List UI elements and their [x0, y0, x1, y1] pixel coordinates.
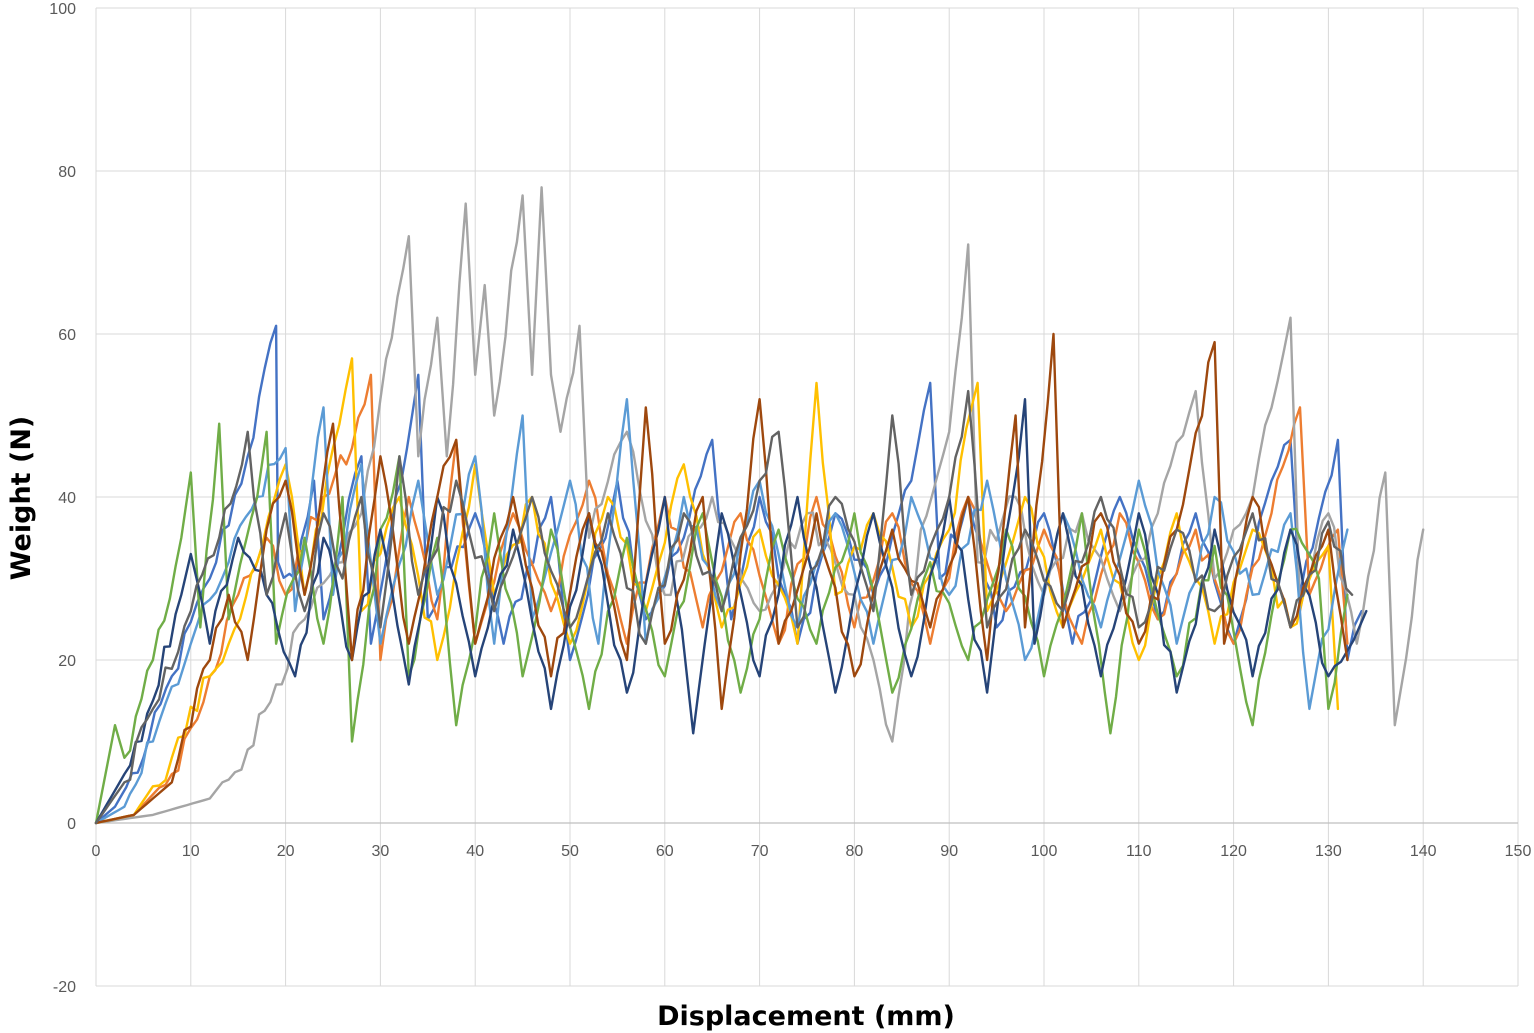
x-tick-label: 140 — [1410, 843, 1437, 860]
x-tick-label: 20 — [277, 843, 295, 860]
series-line-6 — [94, 422, 1349, 825]
x-tick-label: 70 — [751, 843, 769, 860]
x-axis-title: Displacement (mm) — [657, 1001, 955, 1032]
y-tick-label: 40 — [58, 490, 76, 507]
tick-labels: 0 10 20 30 40 50 60 70 80 90 100 110 120 130 140 150 -20… — [49, 1, 1531, 996]
series-line-8 — [94, 332, 1349, 825]
gridlines — [95, 7, 1519, 987]
x-tick-label: 50 — [561, 843, 579, 860]
x-tick-label: 60 — [656, 843, 674, 860]
x-tick-label: 130 — [1315, 843, 1342, 860]
x-tick-label: 150 — [1505, 843, 1532, 860]
x-tick-label: 0 — [92, 843, 101, 860]
y-tick-label: 60 — [58, 327, 76, 344]
series-line-3 — [94, 186, 1425, 825]
x-tick-label: 40 — [466, 843, 484, 860]
series-line-9 — [94, 389, 1354, 825]
y-tick-label: 20 — [58, 653, 76, 670]
x-tick-label: 110 — [1126, 843, 1152, 860]
x-tick-label: 100 — [1031, 843, 1058, 860]
x-tick-label: 90 — [940, 843, 958, 860]
series-lines — [94, 186, 1425, 825]
y-axis-title: Weight (N) — [6, 416, 37, 581]
y-tick-label: 80 — [58, 164, 76, 181]
x-tick-label: 30 — [372, 843, 390, 860]
y-tick-label: -20 — [53, 979, 76, 996]
x-tick-label: 120 — [1220, 843, 1247, 860]
x-tick-label: 80 — [846, 843, 864, 860]
x-tick-label: 10 — [182, 843, 200, 860]
y-tick-label: 0 — [67, 816, 76, 833]
y-tick-label: 100 — [49, 1, 76, 18]
